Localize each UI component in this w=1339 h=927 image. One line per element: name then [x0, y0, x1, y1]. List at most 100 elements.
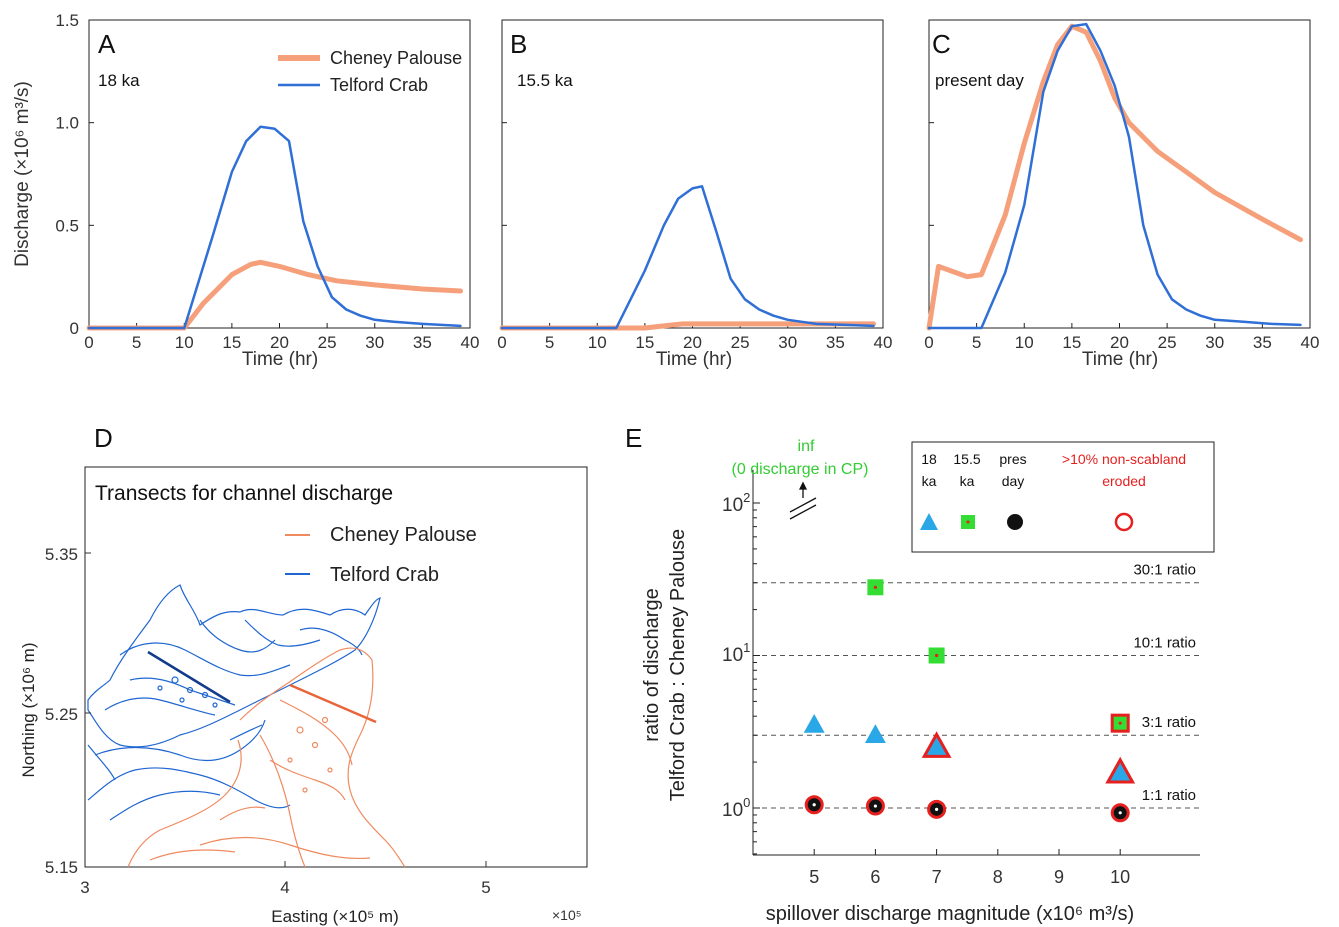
x-tick-label: 7: [932, 867, 942, 887]
legend-red-ring-marker: [1114, 512, 1134, 532]
y-tick-label: 1.0: [55, 114, 79, 133]
legend-18ka-l2: ka: [922, 473, 937, 489]
panel-a-y-ticks: 0 0.5 1.0 1.5: [55, 11, 94, 338]
panel-d-ylabel: Northing (×10⁶ m): [19, 642, 38, 777]
panel-a: 0 5 10 15 20 25 30 35 40 0 0.5 1.0 1.5 Time (hr) Di…: [12, 11, 479, 370]
ratio-line-label: 3:1 ratio: [1142, 714, 1196, 731]
panel-d-ticks: [85, 552, 487, 867]
legend-red-l1: >10% non-scabland: [1062, 451, 1186, 467]
triangle-marker-18ka: [803, 714, 825, 733]
x-tick-label: 0: [84, 333, 93, 352]
panel-b: 0 5 10 15 20 25 30 35 40 Time (hr) B 15.5 ka: [497, 19, 892, 370]
panel-a-x-ticks: 0 5 10 15 20 25 30 35 40: [84, 323, 479, 352]
triangle-marker-18ka: [864, 724, 886, 743]
triangle-marker-18ka: [921, 731, 952, 758]
x-tick-label: 5: [972, 333, 981, 352]
triangle-marker-18ka: [1105, 756, 1136, 784]
panel-d-xlabel: Easting (×10⁵ m): [271, 907, 399, 926]
panel-e-ylabel-2: Telford Crab : Cheney Palouse: [667, 529, 689, 801]
x-tick-label: 20: [683, 333, 702, 352]
legend-box: [911, 441, 1215, 553]
panel-c-y-ticks: [929, 19, 934, 329]
panel-a-ylabel: Discharge (×10⁶ m³/s): [12, 81, 33, 267]
x-tick-label: 10: [588, 333, 607, 352]
map-legend-telford-label: Telford Crab: [330, 564, 439, 586]
ratio-line-label: 10:1 ratio: [1133, 635, 1196, 652]
x-tick-label: 15: [1062, 333, 1081, 352]
x-tick-label: 10: [1110, 867, 1130, 887]
circle-marker-dot: [935, 807, 939, 811]
x-tick-label: 35: [413, 333, 432, 352]
legend-square-dot: [966, 520, 970, 524]
legend-presday-l1: pres: [999, 451, 1026, 467]
inf-label: inf: [798, 438, 815, 455]
ytick-1: 100: [722, 795, 750, 821]
panel-d-x-exponent: ×10⁵: [552, 907, 582, 923]
telford-crab-line: [500, 185, 875, 330]
panel-b-sublabel: 15.5 ka: [517, 71, 573, 90]
ytick-10: 101: [722, 640, 750, 666]
y-tick-label: 0.5: [55, 216, 79, 235]
panel-a-xlabel: Time (hr): [242, 349, 318, 370]
x-tick-label: 9: [1054, 867, 1064, 887]
panel-d-title: Transects for channel discharge: [95, 482, 393, 505]
legend-155ka-l2: ka: [960, 473, 975, 489]
x-tick-label: 6: [870, 867, 880, 887]
y-tick-label: 0: [70, 319, 79, 338]
legend-telford-label: Telford Crab: [330, 75, 428, 95]
x-tick-label: 25: [318, 333, 337, 352]
x-tick-label: 10: [1015, 333, 1034, 352]
panel-d-ytick-2: 5.25: [45, 705, 78, 724]
legend-155ka-l1: 15.5: [953, 451, 980, 467]
panel-e-label: E: [625, 423, 642, 453]
cheney-palouse-line: [86, 259, 463, 331]
panel-a-label: A: [98, 29, 116, 59]
panel-e-ticks: [753, 502, 1121, 855]
x-tick-label: 15: [222, 333, 241, 352]
x-tick-label: 5: [809, 867, 819, 887]
panel-d-ytick-3: 5.15: [45, 858, 78, 877]
panel-e-scatter: E 30:1 ratio 10:1 ratio 3:1 ratio 1:1 ratio…: [625, 423, 1215, 925]
panel-d-xtick-3: 5: [481, 878, 490, 897]
x-tick-label: 35: [1253, 333, 1272, 352]
panel-e-legend: 18 ka 15.5 ka pres day >10% non-scabland…: [911, 441, 1215, 553]
x-tick-label: 5: [545, 333, 554, 352]
x-tick-label: 35: [826, 333, 845, 352]
panel-c: 0 5 10 15 20 25 30 35 40 Time (hr) C present day: [924, 19, 1319, 370]
x-tick-label: 40: [461, 333, 480, 352]
panel-d-ytick-1: 5.35: [45, 545, 78, 564]
ratio-line-label: 30:1 ratio: [1133, 562, 1196, 579]
y-tick-label: 1.5: [55, 11, 79, 30]
legend-circle-marker: [1007, 514, 1023, 530]
x-tick-label: 15: [635, 333, 654, 352]
x-tick-label: 30: [365, 333, 384, 352]
square-marker-dot: [873, 585, 878, 589]
panel-e-ylabel-1: ratio of discharge: [641, 588, 663, 741]
x-tick-label: 5: [132, 333, 141, 352]
panel-c-x-ticks: 0 5 10 15 20 25 30 35 40: [924, 323, 1319, 352]
cheney-palouse-line: [926, 23, 1303, 331]
map-legend-cheney-label: Cheney Palouse: [330, 524, 477, 546]
square-marker-dot: [935, 653, 939, 658]
panel-e-x-ticklabels: 5 6 7 8 9 10: [809, 867, 1130, 887]
legend-cheney-label: Cheney Palouse: [330, 48, 462, 68]
panel-e-markers: [803, 579, 1136, 823]
x-tick-label: 30: [778, 333, 797, 352]
x-tick-label: 8: [993, 867, 1003, 887]
panel-b-xlabel: Time (hr): [656, 349, 732, 370]
cheney-palouse-transect: [289, 683, 377, 724]
x-tick-label: 0: [924, 333, 933, 352]
x-tick-label: 25: [1158, 333, 1177, 352]
telford-crab-channels: [87, 584, 381, 821]
panel-d-axes: [84, 466, 588, 868]
x-tick-label: 10: [175, 333, 194, 352]
circle-marker-dot: [873, 804, 878, 808]
panel-b-axes: [501, 19, 884, 329]
panel-b-x-ticks: 0 5 10 15 20 25 30 35 40: [497, 323, 892, 352]
ytick-100: 102: [722, 490, 750, 516]
square-marker-dot: [1118, 721, 1122, 725]
ratio-line-label: 1:1 ratio: [1142, 787, 1196, 804]
panel-d-xtick-2: 4: [280, 878, 289, 897]
x-tick-label: 20: [270, 333, 289, 352]
